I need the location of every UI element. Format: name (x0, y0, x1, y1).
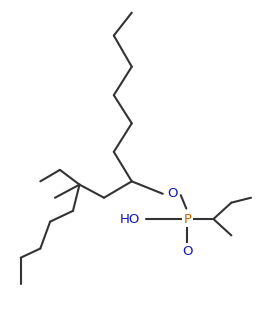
Text: O: O (182, 244, 193, 258)
Text: P: P (183, 213, 191, 226)
Text: O: O (167, 187, 178, 200)
Text: HO: HO (120, 213, 140, 226)
